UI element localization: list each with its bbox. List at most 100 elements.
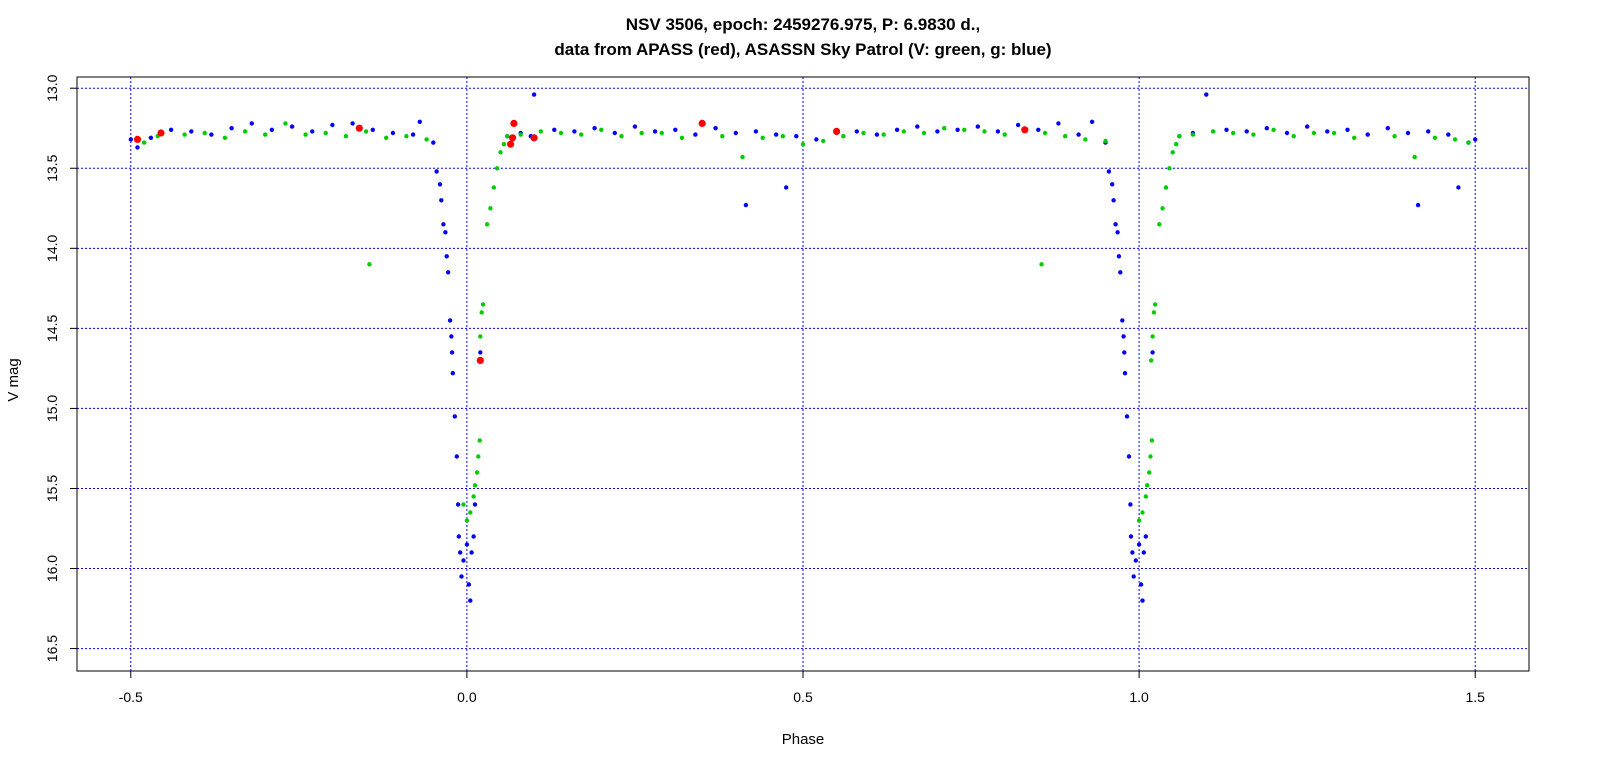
data-point — [1446, 132, 1451, 137]
data-point — [508, 134, 517, 142]
data-point — [367, 262, 372, 267]
x-tick-label: -0.5 — [119, 689, 143, 705]
data-point — [1210, 129, 1216, 134]
y-tick-label: 16.0 — [44, 555, 60, 582]
data-point — [437, 182, 443, 187]
data-point — [1150, 350, 1155, 355]
data-point — [552, 127, 557, 132]
data-point — [619, 134, 624, 139]
data-point — [1204, 92, 1209, 97]
data-point — [189, 129, 194, 134]
data-point — [1143, 494, 1149, 499]
data-point — [449, 334, 454, 339]
data-point — [1190, 132, 1196, 137]
data-point — [484, 222, 490, 227]
data-point — [659, 130, 664, 136]
data-point — [417, 119, 422, 125]
data-point — [476, 356, 484, 364]
data-point — [794, 134, 799, 139]
y-tick-label: 14.0 — [44, 234, 60, 261]
data-point — [1133, 558, 1139, 563]
data-point — [209, 132, 214, 137]
data-point — [1251, 132, 1256, 137]
y-tick-label: 16.5 — [44, 635, 60, 662]
data-point — [1153, 302, 1158, 307]
data-point — [743, 202, 749, 208]
data-point — [632, 124, 638, 129]
data-point — [1122, 371, 1128, 376]
data-point — [434, 169, 439, 174]
data-point — [472, 502, 478, 507]
data-point — [698, 119, 706, 127]
data-point — [861, 130, 866, 136]
data-point — [1113, 222, 1118, 227]
data-point — [472, 483, 478, 488]
data-point — [384, 135, 389, 140]
data-point — [800, 142, 806, 147]
data-point — [471, 534, 476, 539]
data-point — [841, 134, 846, 139]
data-point — [1039, 262, 1044, 267]
data-point — [461, 502, 466, 507]
data-point — [572, 129, 577, 134]
x-axis-label: Phase — [782, 731, 825, 748]
data-point — [464, 518, 470, 523]
data-point — [1083, 137, 1088, 142]
data-point — [461, 558, 466, 563]
series-asassn-g — [128, 92, 1478, 603]
data-point — [1231, 130, 1236, 136]
data-point — [1147, 470, 1152, 475]
data-point — [821, 138, 826, 144]
data-point — [458, 550, 463, 555]
data-point — [355, 124, 363, 132]
data-point — [1345, 127, 1350, 132]
data-point — [652, 129, 658, 134]
data-point — [480, 302, 486, 307]
data-point — [579, 132, 584, 137]
data-point — [1145, 483, 1150, 488]
data-point — [1325, 129, 1330, 134]
data-point — [1122, 350, 1127, 355]
data-point — [1163, 185, 1169, 190]
data-point — [538, 129, 543, 134]
data-point — [133, 135, 142, 143]
data-point — [995, 129, 1001, 134]
data-point — [935, 129, 940, 134]
data-point — [1331, 130, 1337, 136]
data-point — [881, 132, 886, 137]
data-point — [289, 124, 295, 129]
data-point — [1118, 270, 1123, 275]
data-point — [780, 134, 785, 139]
data-point — [1271, 127, 1276, 132]
data-point — [942, 126, 947, 131]
data-point — [424, 137, 429, 142]
data-point — [753, 129, 759, 134]
data-point — [479, 310, 484, 315]
chart-title: NSV 3506, epoch: 2459276.975, P: 6.9830 … — [626, 15, 980, 34]
data-point — [505, 134, 510, 139]
data-point — [1291, 134, 1296, 139]
axes: -0.5 0.0 0.5 1.0 1.5 13.0 13.5 14.0 14.5 15.0 15.5… — [44, 74, 1485, 705]
data-point — [955, 127, 960, 132]
data-point — [1103, 138, 1108, 144]
data-point — [558, 130, 564, 136]
x-tick-label: 0.0 — [457, 689, 477, 705]
data-point — [1138, 582, 1144, 587]
data-point — [370, 127, 375, 132]
data-point — [1149, 438, 1155, 443]
data-point — [459, 574, 464, 579]
data-point — [452, 414, 457, 419]
data-point — [760, 135, 765, 140]
data-point — [229, 126, 234, 131]
data-point — [1167, 166, 1172, 171]
data-point — [477, 438, 482, 443]
data-point — [168, 127, 174, 132]
data-point — [449, 350, 455, 355]
data-point — [1136, 542, 1142, 547]
data-point — [1412, 154, 1417, 160]
data-point — [510, 119, 518, 127]
data-point — [441, 222, 446, 227]
data-point — [639, 130, 644, 136]
data-point — [507, 140, 515, 148]
